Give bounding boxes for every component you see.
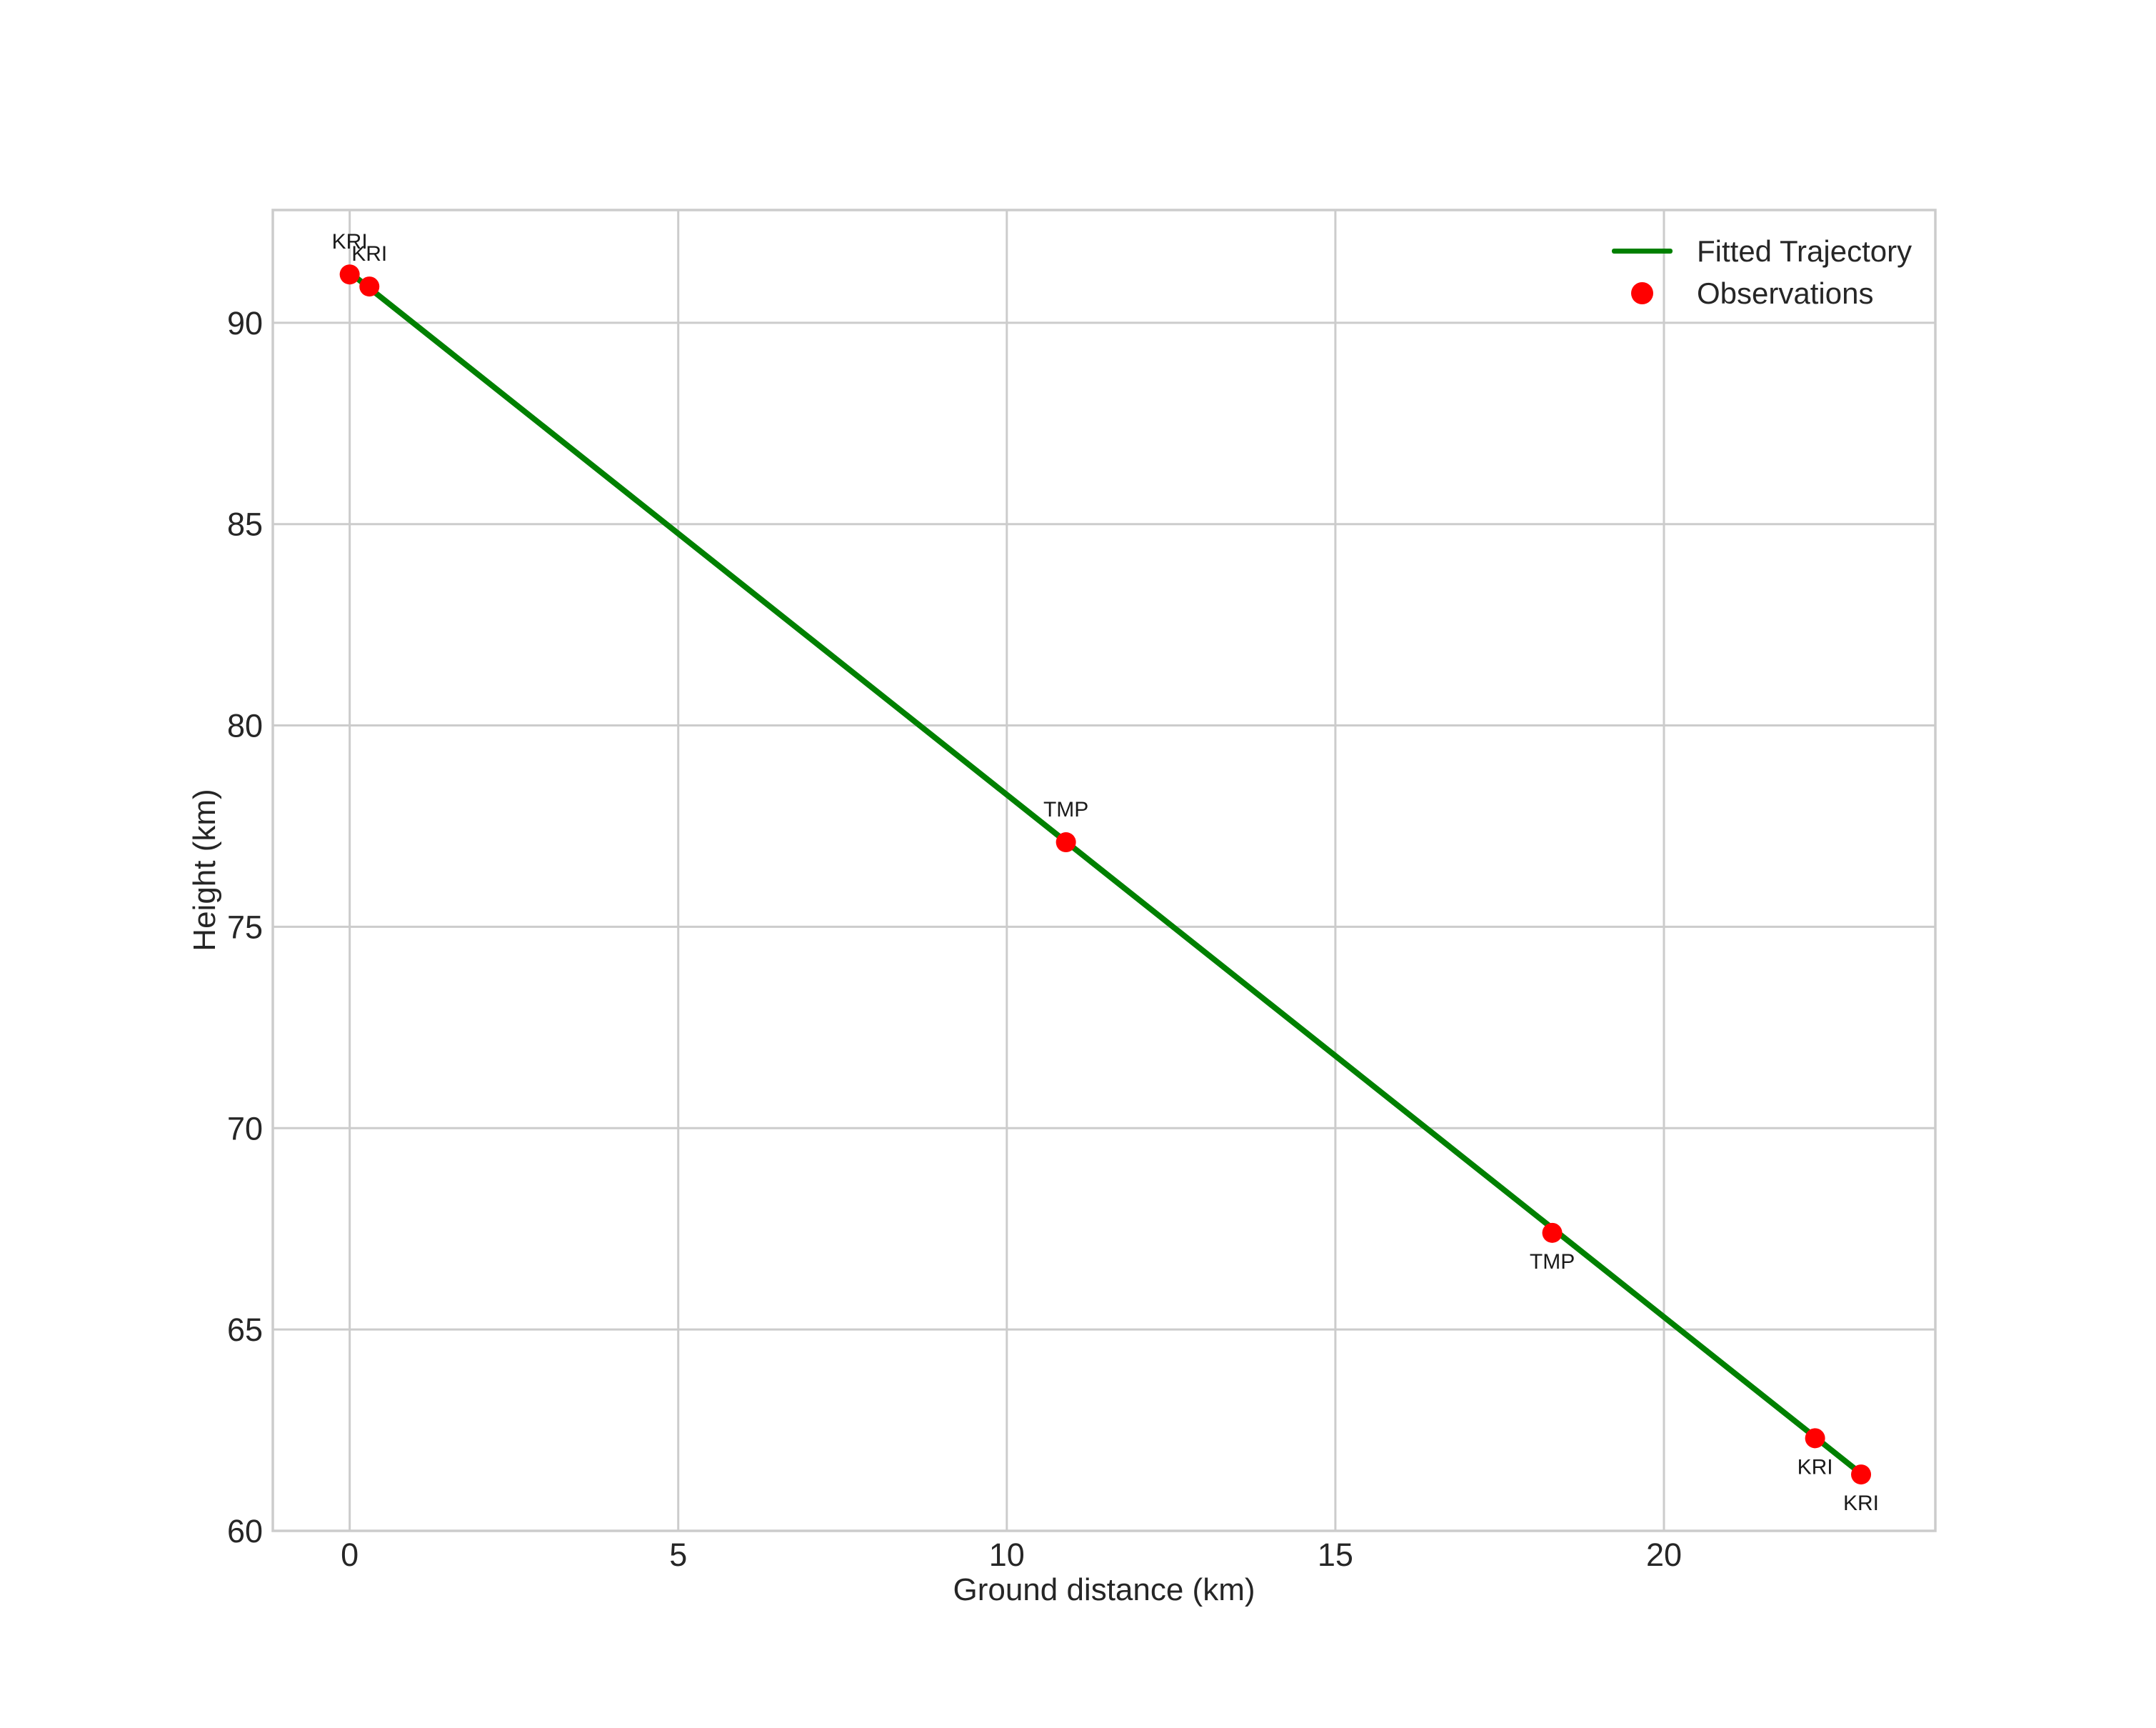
plot-frame [271,209,1937,1532]
y-tick-label: 80 [227,708,263,744]
y-tick-label: 90 [227,305,263,341]
observation-point [1851,1464,1872,1485]
y-tick-label: 65 [227,1312,263,1348]
legend-item-fitted-trajectory: Fitted Trajectory [1610,230,1912,272]
observation-point [1805,1428,1825,1449]
observation-station-label: TMP [1530,1250,1575,1274]
x-tick-label: 15 [1318,1537,1353,1573]
y-tick-label: 85 [227,506,263,543]
observation-point [339,264,360,285]
fitted-trajectory-line [348,270,1863,1477]
y-axis-label: Height (km) [187,789,222,952]
legend-dot-swatch [1630,282,1653,304]
legend-line-swatch [1611,249,1673,254]
legend-item-observations: Observations [1610,272,1912,314]
observation-point [1056,832,1076,853]
x-tick-label: 0 [341,1537,359,1573]
legend-label-fitted-trajectory: Fitted Trajectory [1697,234,1912,268]
y-tick-label: 60 [227,1513,263,1549]
x-axis-label: Ground distance (km) [953,1572,1255,1607]
observation-station-label: KRI [1797,1455,1833,1479]
observation-point [1542,1222,1563,1243]
legend-swatch-area [1610,249,1673,254]
x-tick-label: 5 [669,1537,687,1573]
legend-label-observations: Observations [1697,276,1874,310]
y-tick-label: 70 [227,1110,263,1147]
observation-station-label: TMP [1043,798,1088,821]
y-tick-label: 75 [227,909,263,945]
x-tick-label: 20 [1646,1537,1682,1573]
observation-point [359,276,380,297]
observation-station-label: KRI [332,230,368,254]
observation-station-label: KRI [1843,1492,1879,1515]
legend: Fitted Trajectory Observations [1610,230,1912,314]
observation-station-label: KRI [351,242,387,266]
x-tick-label: 10 [989,1537,1025,1573]
legend-swatch-area [1610,282,1673,304]
